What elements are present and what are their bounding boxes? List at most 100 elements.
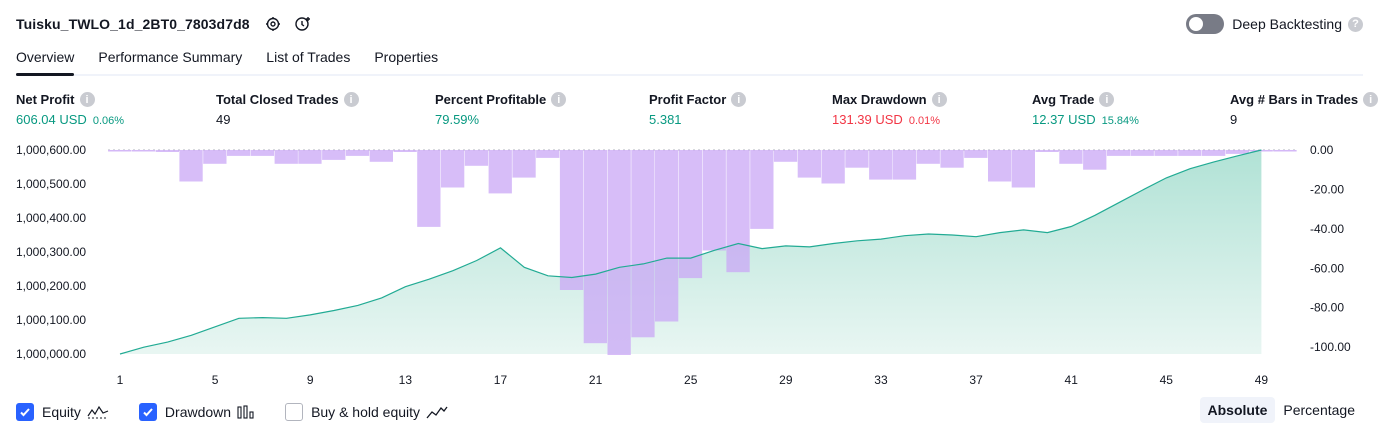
percentage-button[interactable]: Percentage [1283, 402, 1355, 418]
metric-label: Percent Profitable [435, 92, 547, 107]
equity-checkbox[interactable]: Equity [16, 403, 109, 421]
drawdown-bar [607, 150, 631, 355]
tab-properties[interactable]: Properties [374, 49, 439, 65]
info-icon[interactable]: i [1363, 92, 1379, 107]
toggle-knob [1189, 17, 1204, 31]
metric-label: Avg # Bars in Trades [1230, 92, 1359, 107]
summary-metrics: Net Profit i 606.04 USD 0.06% Total Closed… [16, 92, 1379, 132]
drawdown-bar [1249, 150, 1273, 152]
drawdown-bar [821, 150, 845, 184]
metric-total-closed-trades: Total Closed Trades i 49 [216, 92, 359, 127]
tab-list-of-trades[interactable]: List of Trades [266, 49, 351, 65]
metric-profit-factor: Profit Factor i 5.381 [649, 92, 747, 127]
drawdown-bar [464, 150, 489, 166]
checkbox-unchecked[interactable] [285, 403, 304, 421]
metric-percent: 15.84% [1101, 115, 1139, 127]
settings-gear-icon[interactable] [262, 13, 284, 35]
report-tabs: Overview Performance Summary List of Tra… [16, 44, 1363, 76]
right-axis-tick: 0.00 [1310, 143, 1334, 157]
right-axis-tick: -40.00 [1310, 222, 1344, 236]
metric-value: 9 [1230, 112, 1238, 127]
drawdown-bar [1059, 150, 1083, 164]
left-axis-tick: 1,000,600.00 [16, 143, 86, 157]
drawdown-bar [274, 150, 298, 164]
absolute-button[interactable]: Absolute [1199, 397, 1276, 423]
add-alert-clock-icon[interactable] [292, 13, 314, 35]
drawdown-bar [559, 150, 584, 290]
drawdown-bar [345, 150, 370, 156]
drawdown-bar [1106, 150, 1131, 156]
metric-net-profit: Net Profit i 606.04 USD 0.06% [16, 92, 124, 127]
metric-value: 131.39 USD [832, 112, 903, 127]
info-icon[interactable]: i [551, 92, 567, 107]
checkbox-checked[interactable] [138, 403, 157, 421]
metric-value: 49 [216, 112, 231, 127]
x-axis-tick: 1 [117, 373, 124, 387]
drawdown-bar [773, 150, 798, 162]
metric-label: Net Profit [16, 92, 75, 107]
x-axis-tick: 33 [874, 373, 888, 387]
equity-area [120, 150, 1262, 354]
drawdown-bar [250, 150, 275, 156]
info-icon[interactable]: i [931, 92, 947, 107]
right-axis-tick: -100.00 [1310, 340, 1351, 354]
deep-backtesting: Deep Backtesting ? [1186, 12, 1363, 36]
equity-line-icon [87, 405, 109, 419]
metric-value: 12.37 USD [1032, 112, 1096, 127]
checkbox-checked[interactable] [16, 403, 34, 421]
drawdown-bar [797, 150, 821, 178]
drawdown-label: Drawdown [164, 404, 232, 420]
drawdown-checkbox[interactable]: Drawdown [138, 403, 255, 421]
x-axis-tick: 17 [494, 373, 508, 387]
metric-percent: 0.01% [908, 115, 941, 127]
drawdown-bar [1178, 150, 1202, 156]
left-axis-tick: 1,000,300.00 [16, 245, 86, 259]
info-icon[interactable]: i [1099, 92, 1115, 107]
drawdown-bar [227, 150, 251, 156]
tab-performance-summary[interactable]: Performance Summary [98, 49, 243, 65]
drawdown-bar [179, 150, 203, 182]
metric-max-drawdown: Max Drawdown i 131.39 USD 0.01% [832, 92, 947, 127]
drawdown-bar [1130, 150, 1154, 156]
drawdown-bar [203, 150, 227, 164]
drawdown-bar [1154, 150, 1178, 156]
info-icon[interactable]: i [343, 92, 359, 107]
drawdown-bar [1035, 150, 1059, 152]
right-axis-tick: -20.00 [1310, 182, 1344, 196]
drawdown-bar [369, 150, 393, 162]
deep-backtesting-label: Deep Backtesting [1232, 16, 1342, 32]
info-icon[interactable]: i [79, 92, 95, 107]
equity-drawdown-chart: 1,000,600.00 1,000,500.00 1,000,400.00 1,00… [16, 143, 1351, 387]
drawdown-bar [916, 150, 940, 164]
tab-overview[interactable]: Overview [16, 44, 75, 76]
drawdown-bar [298, 150, 322, 164]
x-axis-tick: 41 [1065, 373, 1079, 387]
metric-label: Avg Trade [1032, 92, 1095, 107]
deep-backtesting-toggle[interactable] [1186, 14, 1225, 34]
drawdown-bar [940, 150, 964, 168]
metric-percent: 0.06% [92, 115, 125, 127]
x-axis-tick: 13 [399, 373, 413, 387]
drawdown-bar [155, 150, 179, 152]
chart-legend: Equity Drawdown Buy & hold equity Absolu… [16, 397, 1363, 424]
drawdown-bar [1202, 150, 1226, 156]
drawdown-bar [869, 150, 893, 180]
drawdown-bar [1083, 150, 1107, 170]
help-icon[interactable]: ? [1348, 16, 1363, 32]
drawdown-bar [1225, 150, 1250, 154]
trend-line-icon [426, 406, 448, 419]
left-axis-tick: 1,000,000.00 [16, 347, 86, 361]
drawdown-bar [845, 150, 869, 168]
drawdown-bar [583, 150, 607, 344]
drawdown-bar [1273, 150, 1297, 152]
info-icon[interactable]: i [731, 92, 747, 107]
buy-hold-checkbox[interactable]: Buy & hold equity [285, 403, 448, 421]
drawdown-bar [108, 150, 132, 152]
drawdown-bar [988, 150, 1012, 182]
drawdown-bar [655, 150, 679, 322]
metric-value: 5.381 [649, 112, 682, 127]
drawdown-bar [678, 150, 703, 279]
drawdown-bar [441, 150, 465, 188]
drawdown-bars-icon [237, 405, 254, 419]
drawdown-bar [964, 150, 988, 158]
